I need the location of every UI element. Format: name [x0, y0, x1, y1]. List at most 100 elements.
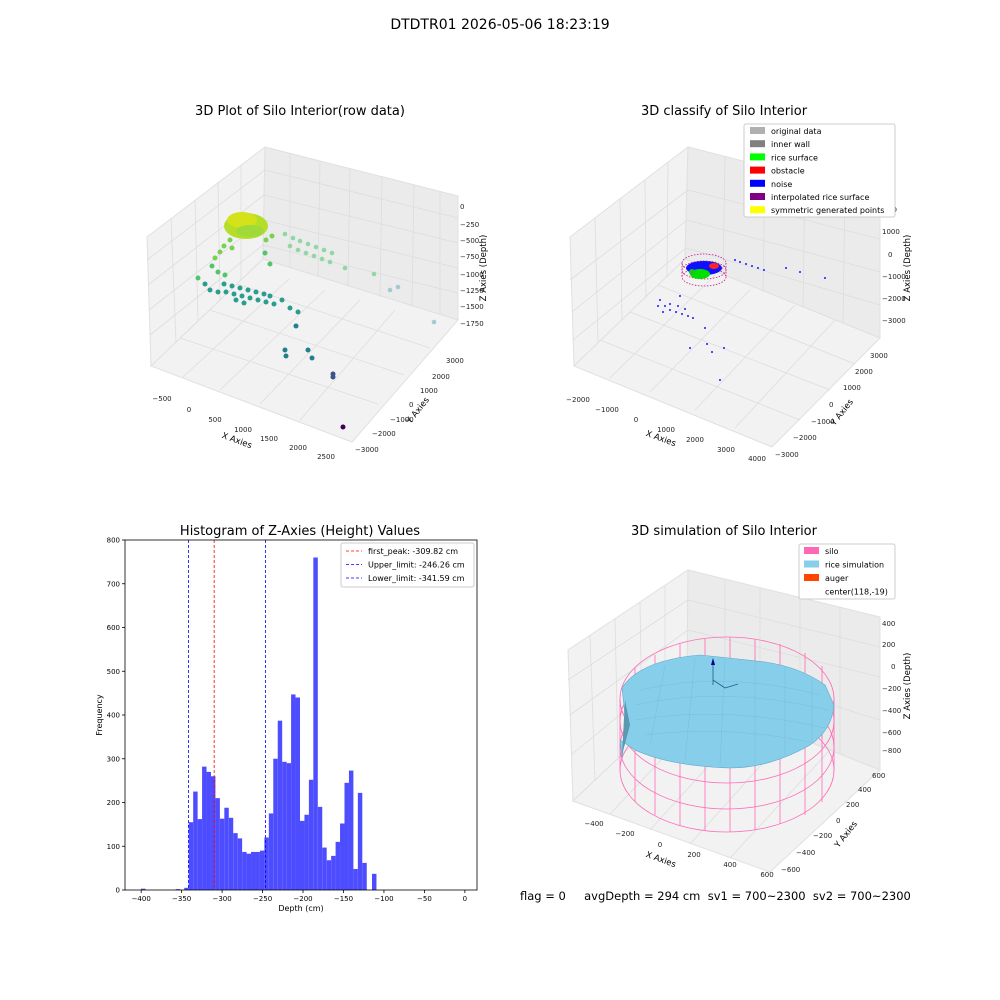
classify-3d-plot: −2000 −1000 0 1000 2000 3000 4000 −3000 …	[566, 123, 913, 463]
figure-title: DTDTR01 2026-05-06 18:23:19	[390, 17, 610, 33]
svg-text:0: 0	[829, 401, 833, 409]
legend-swatch	[750, 140, 765, 148]
histogram-bar	[353, 869, 358, 890]
svg-text:−1750: −1750	[460, 320, 484, 328]
svg-text:1500: 1500	[260, 435, 278, 443]
svg-text:2000: 2000	[289, 444, 307, 452]
status-footer: flag = 0 avgDepth = 294 cm sv1 = 700~230…	[520, 889, 911, 903]
histogram-bar	[308, 779, 314, 890]
histogram-bar	[317, 806, 323, 890]
histogram-bar	[340, 823, 345, 890]
svg-text:−1000: −1000	[811, 418, 835, 426]
legend-label: rice simulation	[825, 561, 884, 570]
svg-text:0: 0	[891, 663, 895, 671]
svg-text:0: 0	[460, 203, 464, 211]
histogram-bar	[197, 819, 203, 890]
y-tick-label: 600	[107, 624, 120, 632]
x-tick-label: −100	[374, 895, 393, 903]
histogram-bar	[331, 855, 336, 890]
histogram-bar	[246, 853, 252, 890]
histogram-bar	[348, 770, 354, 890]
histogram-bar	[313, 557, 318, 890]
histogram-bar	[219, 818, 225, 890]
svg-text:3000: 3000	[446, 357, 464, 365]
histogram-bar	[326, 860, 332, 890]
y-tick-label: 500	[107, 668, 120, 676]
svg-text:0: 0	[888, 251, 892, 259]
svg-text:400: 400	[882, 620, 895, 628]
x-tick-label: −250	[253, 895, 272, 903]
auger	[712, 665, 739, 689]
svg-text:200: 200	[882, 641, 895, 649]
histogram-bar	[188, 822, 194, 890]
svg-text:−1000: −1000	[595, 406, 619, 414]
histogram-bar	[322, 847, 327, 890]
svg-text:1000: 1000	[843, 384, 861, 392]
histogram-bar	[304, 814, 309, 890]
histogram-legend: first_peak: -309.82 cm Upper_limit: -246.…	[340, 542, 475, 588]
histogram-bar	[206, 771, 211, 890]
svg-text:−2000: −2000	[793, 434, 817, 442]
svg-text:−500: −500	[152, 395, 171, 403]
svg-text:400: 400	[723, 861, 736, 869]
svg-text:0: 0	[409, 401, 413, 409]
svg-text:600: 600	[760, 871, 773, 879]
svg-text:0: 0	[658, 841, 662, 849]
histogram-chart: −400 −350 −300 −250 −200 −150 −100 −50 0 0 100 200…	[95, 537, 478, 913]
histogram-bar	[224, 807, 229, 890]
svg-text:0: 0	[634, 416, 638, 424]
histogram-bar	[184, 887, 189, 890]
svg-text:−200: −200	[615, 830, 634, 838]
legend-swatch	[750, 166, 765, 174]
histogram-bar	[273, 758, 278, 890]
legend-swatch	[750, 127, 765, 134]
svg-text:Z Axies (Depth): Z Axies (Depth)	[903, 235, 913, 302]
y-tick-label: 800	[107, 537, 120, 545]
svg-text:2500: 2500	[317, 453, 335, 461]
svg-text:−2000: −2000	[372, 430, 396, 438]
simulation-title: 3D simulation of Silo Interior	[631, 524, 817, 539]
histogram-bar	[362, 862, 367, 890]
legend-swatch	[804, 547, 819, 554]
legend-swatch	[750, 153, 765, 161]
raw-points	[195, 212, 437, 430]
legend-label: symmetric generated points	[771, 206, 884, 215]
svg-text:−3000: −3000	[882, 317, 906, 325]
svg-text:2000: 2000	[686, 436, 704, 444]
x-tick-label: −400	[132, 895, 151, 903]
svg-text:600: 600	[872, 772, 885, 780]
svg-text:3000: 3000	[870, 352, 888, 360]
svg-text:1000: 1000	[882, 228, 900, 236]
legend-swatch	[750, 193, 765, 200]
histogram-bar	[344, 782, 349, 890]
y-tick-label: 300	[107, 755, 120, 763]
svg-text:200: 200	[687, 851, 700, 859]
histogram-bar	[215, 798, 220, 890]
svg-text:−3000: −3000	[775, 451, 799, 459]
svg-text:4000: 4000	[748, 455, 766, 463]
histogram-bar	[202, 766, 207, 890]
svg-text:1000: 1000	[657, 426, 675, 434]
center-marker	[711, 658, 715, 665]
histogram-bar	[335, 841, 341, 890]
histogram-bar	[210, 776, 216, 890]
svg-text:−200: −200	[882, 685, 901, 693]
histogram-bar	[259, 850, 265, 890]
x-tick-label: −350	[172, 895, 191, 903]
svg-text:Z Axies (Depth): Z Axies (Depth)	[479, 235, 489, 302]
svg-text:−200: −200	[813, 832, 832, 840]
legend-swatch	[750, 179, 765, 187]
legend-label: silo	[825, 547, 839, 556]
svg-text:−3000: −3000	[355, 446, 379, 454]
histogram-bar	[193, 791, 198, 890]
y-tick-label: 400	[107, 712, 120, 720]
legend-label: inner wall	[771, 140, 810, 149]
svg-text:X Axies: X Axies	[220, 431, 253, 451]
svg-text:−600: −600	[781, 866, 800, 874]
legend-label: auger	[825, 574, 849, 583]
raw-3d-plot: −500 0 500 1000 1500 2000 2500 −3000 −20…	[146, 145, 489, 461]
svg-text:500: 500	[208, 416, 221, 424]
histogram-bar	[268, 813, 274, 890]
histogram-bar	[237, 838, 243, 890]
svg-text:−750: −750	[460, 253, 479, 261]
